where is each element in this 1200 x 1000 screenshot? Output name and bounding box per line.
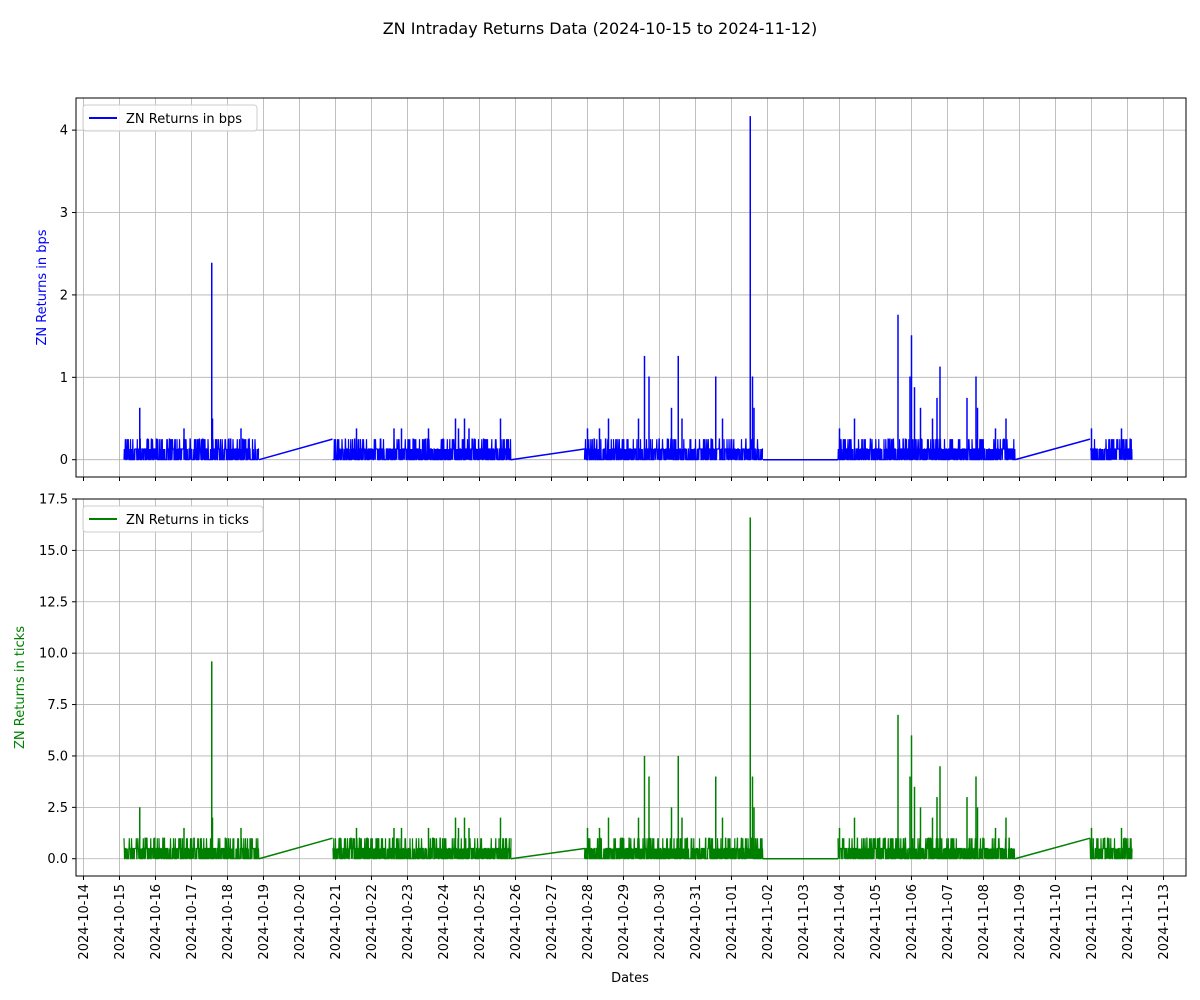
session-trace xyxy=(1090,438,1133,461)
x-tick-label: 2024-10-15 xyxy=(113,884,128,960)
gap-line xyxy=(510,448,585,461)
y-tick-label: 7.5 xyxy=(47,698,68,713)
session-trace xyxy=(123,438,260,461)
x-tick-label: 2024-10-18 xyxy=(221,884,236,960)
session-trace xyxy=(583,837,764,860)
x-tick-label: 2024-11-10 xyxy=(1049,884,1064,960)
x-tick-label: 2024-10-21 xyxy=(329,884,344,960)
x-tick-label: 2024-10-30 xyxy=(653,884,668,960)
x-axis-label: Dates xyxy=(611,971,649,986)
x-tick-label: 2024-11-01 xyxy=(725,884,740,960)
x-tick-label: 2024-11-13 xyxy=(1157,884,1172,960)
session-trace xyxy=(837,837,1016,860)
y-tick-label: 4 xyxy=(60,124,68,139)
x-tick-label: 2024-11-06 xyxy=(905,884,920,960)
y-tick-label: 2 xyxy=(60,288,68,303)
y-axis-label: ZN Returns in bps xyxy=(35,229,50,345)
legend: ZN Returns in ticks xyxy=(82,505,264,533)
x-tick-label: 2024-10-20 xyxy=(293,884,308,960)
legend: ZN Returns in bps xyxy=(82,104,258,132)
session-trace xyxy=(332,438,512,461)
y-tick-label: 12.5 xyxy=(39,595,68,610)
y-tick-label: 0 xyxy=(60,453,68,468)
x-tick-label: 2024-10-14 xyxy=(77,884,92,960)
gap-line xyxy=(258,837,333,860)
figure-title: ZN Intraday Returns Data (2024-10-15 to … xyxy=(383,19,818,38)
series-line xyxy=(123,116,1133,461)
legend-label: ZN Returns in bps xyxy=(126,112,242,127)
x-tick-label: 2024-10-17 xyxy=(185,884,200,960)
x-tick-label: 2024-10-23 xyxy=(401,884,416,960)
x-tick-label: 2024-11-11 xyxy=(1085,884,1100,960)
axes-frame xyxy=(75,498,1187,877)
legend-label: ZN Returns in ticks xyxy=(126,513,249,528)
x-tick-label: 2024-10-27 xyxy=(545,884,560,960)
axes-frame xyxy=(75,97,1187,478)
gap-line xyxy=(510,847,585,860)
y-tick-label: 0.0 xyxy=(47,852,68,867)
gap-line xyxy=(1014,438,1091,461)
legend-box xyxy=(82,505,264,533)
ticks-panel: 0.0 2.5 5.0 7.5 10.0 12.5 15.0 17.5 2024-10-14 20… xyxy=(13,493,1187,960)
x-tick-label: 2024-10-25 xyxy=(473,884,488,960)
y-axis-label: ZN Returns in ticks xyxy=(13,626,28,749)
x-tick-label: 2024-11-09 xyxy=(1013,884,1028,960)
x-tick-label: 2024-11-04 xyxy=(833,884,848,960)
x-tick-label: 2024-10-19 xyxy=(257,884,272,960)
x-tick-label: 2024-10-16 xyxy=(149,884,164,960)
y-tick-label: 17.5 xyxy=(39,493,68,508)
x-tick-label: 2024-11-02 xyxy=(761,884,776,960)
x-tick-label: 2024-10-26 xyxy=(509,884,524,960)
session-trace xyxy=(123,837,260,860)
y-tick-label: 1 xyxy=(60,371,68,386)
x-tick-label: 2024-10-24 xyxy=(437,884,452,960)
bps-panel: 0 1 2 3 4 ZN Returns in bps ZN Returns in bps xyxy=(35,97,1187,481)
gap-line xyxy=(258,438,333,461)
session-trace xyxy=(332,837,512,860)
y-tick-label: 2.5 xyxy=(47,801,68,816)
y-tick-label: 5.0 xyxy=(47,749,68,764)
session-trace xyxy=(837,438,1016,461)
series-line xyxy=(123,517,1133,860)
x-tick-label: 2024-11-03 xyxy=(797,884,812,960)
y-tick-label: 3 xyxy=(60,206,68,221)
x-tick-label: 2024-11-08 xyxy=(977,884,992,960)
session-trace xyxy=(583,438,764,461)
x-tick-label: 2024-10-31 xyxy=(689,884,704,960)
gap-line xyxy=(1014,837,1091,860)
x-tick-label: 2024-10-29 xyxy=(617,884,632,960)
x-tick-label: 2024-11-12 xyxy=(1121,884,1136,960)
y-tick-label: 15.0 xyxy=(39,544,68,559)
y-tick-label: 10.0 xyxy=(39,647,68,662)
x-tick-label: 2024-11-05 xyxy=(869,884,884,960)
legend-box xyxy=(82,104,258,132)
session-trace xyxy=(1089,837,1133,860)
x-tick-label: 2024-11-07 xyxy=(941,884,956,960)
x-tick-label: 2024-10-22 xyxy=(365,884,380,960)
x-tick-label: 2024-10-28 xyxy=(581,884,596,960)
